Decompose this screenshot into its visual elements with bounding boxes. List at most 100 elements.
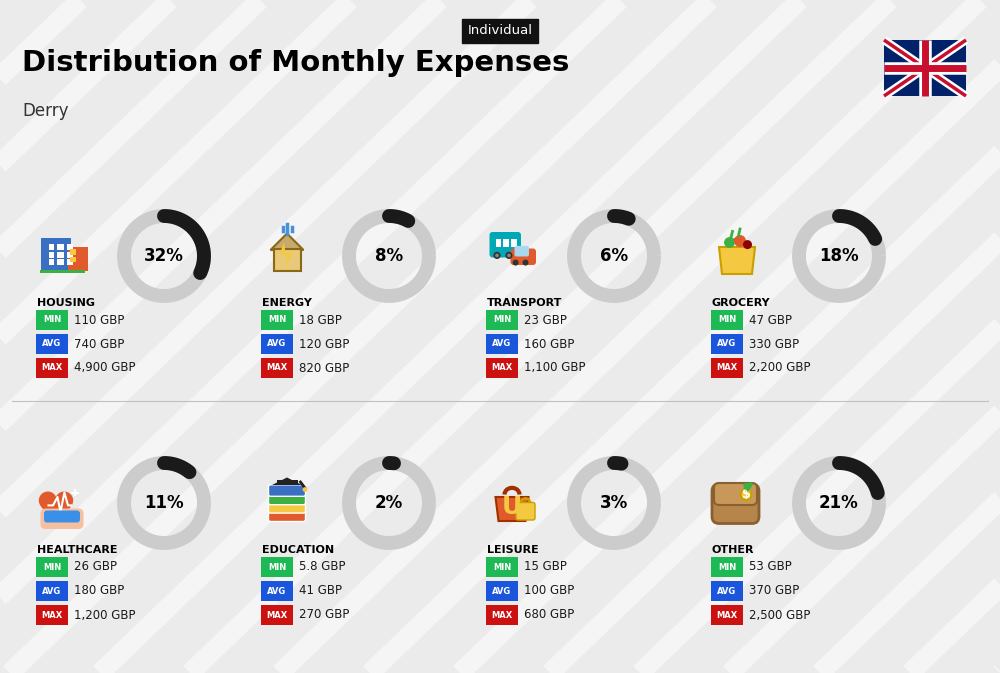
Text: U: U [502, 495, 522, 520]
Text: MIN: MIN [43, 316, 61, 324]
Text: 2,200 GBP: 2,200 GBP [749, 361, 810, 374]
FancyBboxPatch shape [489, 232, 521, 258]
Bar [66, 259, 72, 265]
FancyBboxPatch shape [711, 605, 743, 625]
Text: MAX: MAX [716, 610, 738, 620]
Text: MIN: MIN [268, 316, 286, 324]
Bar [70, 249, 76, 254]
FancyBboxPatch shape [711, 334, 743, 354]
Text: AVG: AVG [42, 339, 62, 349]
FancyBboxPatch shape [486, 581, 518, 601]
FancyBboxPatch shape [516, 503, 535, 520]
Text: Individual: Individual [468, 24, 532, 38]
FancyBboxPatch shape [486, 358, 518, 378]
Text: 1,100 GBP: 1,100 GBP [524, 361, 586, 374]
Text: 26 GBP: 26 GBP [74, 561, 117, 573]
Text: 53 GBP: 53 GBP [749, 561, 792, 573]
FancyBboxPatch shape [711, 581, 743, 601]
Text: AVG: AVG [267, 586, 287, 596]
Circle shape [495, 254, 499, 257]
Bar [274, 248, 301, 271]
Text: GROCERY: GROCERY [712, 298, 771, 308]
Text: 3%: 3% [600, 494, 628, 512]
Text: 100 GBP: 100 GBP [524, 584, 574, 598]
Circle shape [505, 252, 513, 259]
Text: 8%: 8% [375, 247, 403, 265]
Text: 6%: 6% [600, 247, 628, 265]
Text: 740 GBP: 740 GBP [74, 337, 124, 351]
FancyBboxPatch shape [36, 310, 68, 330]
Text: 2%: 2% [375, 494, 403, 512]
Text: 18 GBP: 18 GBP [299, 314, 342, 326]
FancyBboxPatch shape [510, 248, 536, 265]
Bar [70, 256, 76, 262]
Text: ENERGY: ENERGY [262, 298, 312, 308]
Text: MAX: MAX [41, 610, 63, 620]
Circle shape [507, 254, 511, 257]
Text: 1,200 GBP: 1,200 GBP [74, 608, 136, 621]
Polygon shape [719, 247, 755, 274]
FancyBboxPatch shape [36, 334, 68, 354]
Bar [503, 240, 509, 247]
Text: HEALTHCARE: HEALTHCARE [37, 545, 118, 555]
Bar [511, 240, 516, 247]
Bar [68, 247, 88, 271]
Bar [276, 480, 298, 485]
Text: 120 GBP: 120 GBP [299, 337, 349, 351]
FancyBboxPatch shape [261, 581, 293, 601]
Text: MAX: MAX [266, 363, 288, 372]
Text: AVG: AVG [492, 339, 512, 349]
Text: MIN: MIN [718, 316, 736, 324]
FancyBboxPatch shape [486, 605, 518, 625]
Text: MIN: MIN [493, 316, 511, 324]
Text: Distribution of Monthly Expenses: Distribution of Monthly Expenses [22, 49, 569, 77]
Circle shape [522, 260, 528, 266]
Text: 23 GBP: 23 GBP [524, 314, 567, 326]
Bar [48, 252, 54, 258]
FancyBboxPatch shape [486, 310, 518, 330]
Text: LEISURE: LEISURE [487, 545, 539, 555]
FancyBboxPatch shape [36, 581, 68, 601]
Bar [66, 244, 72, 250]
FancyBboxPatch shape [486, 557, 518, 577]
Bar [496, 240, 501, 247]
Bar [74, 489, 76, 497]
Bar [57, 252, 64, 258]
Text: 15 GBP: 15 GBP [524, 561, 567, 573]
Text: 21%: 21% [819, 494, 859, 512]
Polygon shape [272, 478, 302, 485]
FancyBboxPatch shape [261, 605, 293, 625]
Text: 330 GBP: 330 GBP [749, 337, 799, 351]
FancyBboxPatch shape [36, 557, 68, 577]
Text: MAX: MAX [716, 363, 738, 372]
Text: 110 GBP: 110 GBP [74, 314, 124, 326]
Text: 18%: 18% [819, 247, 859, 265]
Text: MAX: MAX [491, 363, 513, 372]
Circle shape [303, 487, 307, 492]
FancyBboxPatch shape [268, 493, 306, 505]
Circle shape [724, 237, 735, 248]
FancyBboxPatch shape [486, 334, 518, 354]
FancyBboxPatch shape [261, 557, 293, 577]
Bar [66, 252, 72, 258]
Bar [48, 244, 54, 250]
Polygon shape [496, 497, 528, 521]
Text: EDUCATION: EDUCATION [262, 545, 334, 555]
Polygon shape [40, 492, 72, 522]
FancyBboxPatch shape [44, 511, 80, 522]
FancyBboxPatch shape [268, 510, 306, 522]
Bar [57, 244, 64, 250]
Text: MAX: MAX [491, 610, 513, 620]
Text: AVG: AVG [267, 339, 287, 349]
FancyBboxPatch shape [36, 605, 68, 625]
Bar [40, 269, 84, 273]
Text: 32%: 32% [144, 247, 184, 265]
Bar [57, 259, 64, 265]
Text: MIN: MIN [718, 563, 736, 571]
FancyBboxPatch shape [711, 557, 743, 577]
Text: 820 GBP: 820 GBP [299, 361, 349, 374]
FancyBboxPatch shape [712, 484, 759, 524]
Polygon shape [280, 242, 293, 267]
Text: 370 GBP: 370 GBP [749, 584, 799, 598]
Text: AVG: AVG [492, 586, 512, 596]
